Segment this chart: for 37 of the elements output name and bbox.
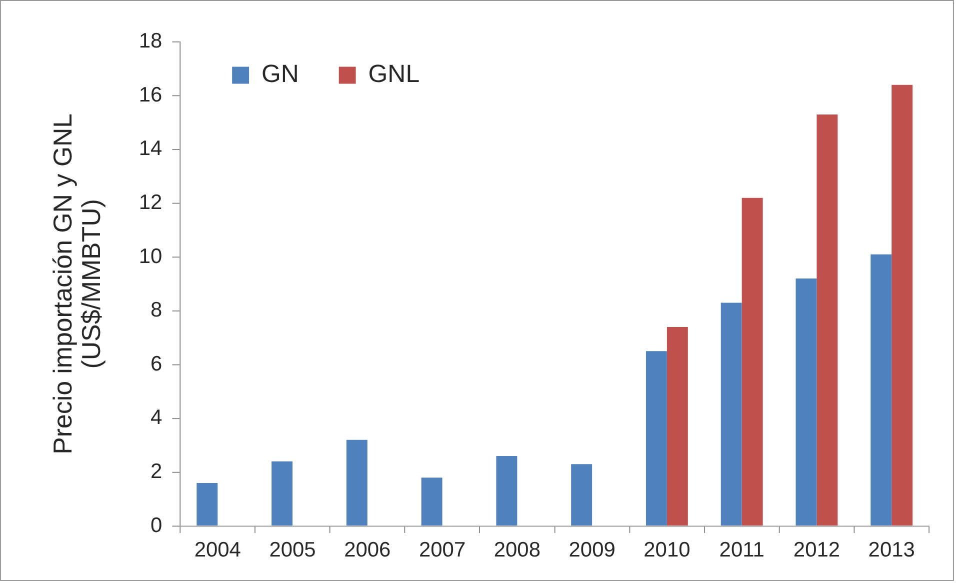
y-tick-label: 12 bbox=[138, 191, 162, 214]
x-tick-label: 2010 bbox=[644, 538, 690, 562]
bar bbox=[272, 461, 293, 526]
bar bbox=[571, 464, 592, 526]
x-tick-label: 2007 bbox=[418, 538, 466, 562]
x-tick-label: 2012 bbox=[793, 538, 840, 562]
legend-label: GN bbox=[262, 60, 299, 88]
bar bbox=[196, 482, 218, 526]
bar bbox=[816, 114, 838, 526]
y-tick-label: 4 bbox=[150, 406, 163, 430]
bar bbox=[742, 198, 763, 526]
x-tick-label: 2008 bbox=[494, 538, 540, 562]
y-tick-label: 2 bbox=[150, 460, 162, 483]
y-tick-label: 6 bbox=[150, 352, 162, 376]
x-tick-label: 2006 bbox=[344, 538, 391, 562]
bar bbox=[496, 456, 518, 526]
bar bbox=[646, 351, 667, 526]
bar bbox=[346, 440, 368, 526]
y-tick-label: 14 bbox=[138, 137, 163, 160]
y-tick-label: 16 bbox=[138, 83, 162, 106]
x-tick-label: 2009 bbox=[568, 538, 616, 562]
bar bbox=[720, 302, 742, 526]
bar bbox=[421, 478, 442, 526]
x-tick-label: 2011 bbox=[719, 538, 764, 562]
x-tick-label: 2005 bbox=[269, 538, 316, 562]
y-tick-label: 0 bbox=[150, 514, 162, 537]
y-axis-title: Precio importación GN y GNL (US$/MMBTU) bbox=[49, 113, 106, 454]
y-tick-label: 10 bbox=[138, 244, 162, 268]
y-tick-label: 18 bbox=[138, 30, 162, 53]
bar bbox=[666, 326, 688, 526]
y-tick-label: 8 bbox=[150, 298, 162, 322]
x-tick-label: 2004 bbox=[194, 538, 242, 562]
bar bbox=[870, 254, 892, 526]
x-tick-label: 2013 bbox=[868, 538, 915, 562]
legend-label: GNL bbox=[368, 60, 420, 88]
bar bbox=[796, 278, 817, 526]
bar bbox=[892, 84, 913, 526]
